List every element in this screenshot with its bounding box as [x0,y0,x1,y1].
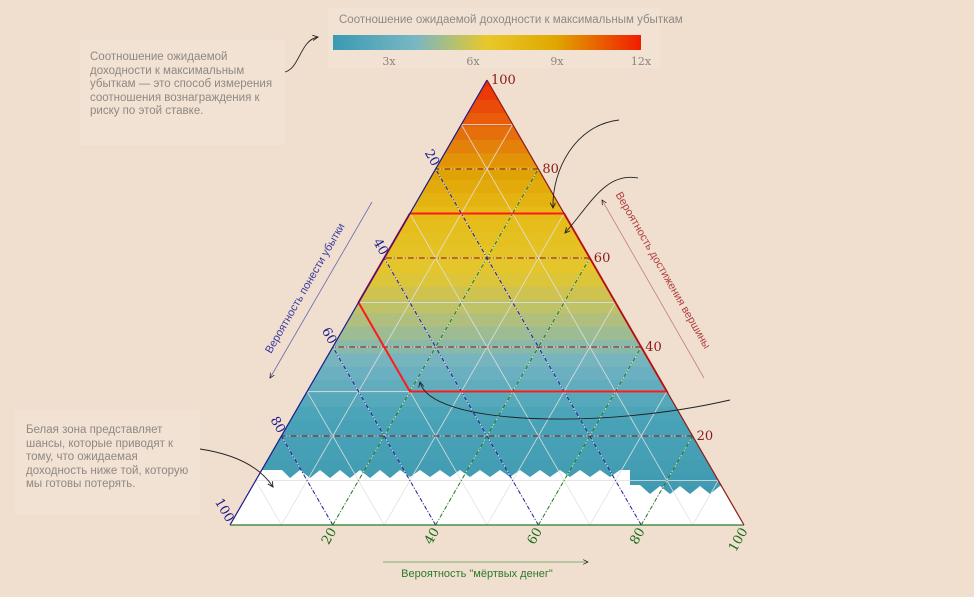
grid-line-white-zone [409,213,591,525]
ratio-note-pointer [284,37,318,73]
dead-tick-label: 20 [319,526,340,548]
color-band [230,95,744,114]
grid-line-white-zone [692,480,719,525]
loss-gridline [332,346,437,525]
dead-axis-label: Вероятность "мёртвых денег" [401,568,553,580]
colorbar-tick-label: 3x [382,55,396,68]
grid-line-white-zone [281,124,514,525]
lower-region-pointer [420,382,731,420]
loss-gridline [280,435,334,525]
white-zone [230,470,744,525]
grid-line-white-zone [460,124,693,525]
colorbar-tick-label: 12x [631,55,652,68]
peak-axis-arrow [602,200,705,379]
grid-line-white-zone [383,213,565,525]
dead-gridline [537,346,642,525]
grid-line-white-zone [589,391,668,525]
loss-tick-label: 20 [421,147,442,169]
ratio-note-panel [80,40,285,145]
dead-tick-label: 100 [726,526,751,555]
grid-line-white-zone [306,391,385,525]
dead-gridline [640,435,694,525]
colorbar-title: Соотношение ожидаемой доходности к макси… [339,14,683,26]
peak-axis-edge [486,79,745,526]
colorbar-tick-label: 9x [550,55,564,68]
peak-tick-label: 80 [542,162,559,177]
peak-tick-label: 60 [594,251,611,266]
peak-tick-label: 20 [697,429,714,444]
loss-tick-label: 40 [369,236,390,258]
peak-tick-label: 40 [645,340,662,355]
white-zone-pointer [199,448,273,487]
highlight-pointer [565,176,639,233]
grid-line-white-zone [255,480,282,525]
grid-line-white-zone [486,302,616,525]
loss-tick-label: 80 [267,414,288,436]
dead-tick-label: 60 [525,526,546,548]
loss-gridline [435,168,642,525]
dead-tick-label: 80 [627,526,648,548]
colorbar [333,35,641,50]
dead-tick-label: 40 [422,526,443,548]
loss-tick-label: 60 [318,325,339,347]
loss-axis-arrow [270,201,373,378]
peak-tick-label: 100 [491,73,516,88]
white-zone-note: Белая зона представляет шансы, которые п… [26,424,189,490]
white-zone-note-panel [15,410,200,515]
ratio-note: Соотношение ожидаемой доходности к макси… [90,51,273,117]
dead-gridline [332,168,539,525]
loss-axis-edge [229,79,488,526]
colorbar-tick-label: 6x [466,55,480,68]
top-band-pointer [553,119,620,208]
